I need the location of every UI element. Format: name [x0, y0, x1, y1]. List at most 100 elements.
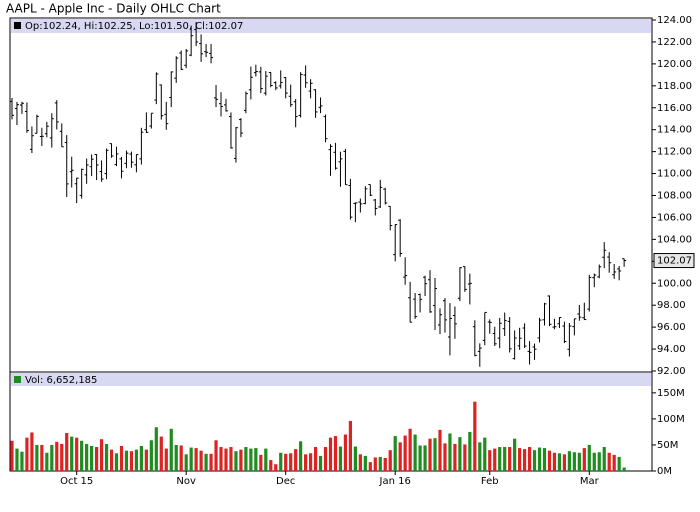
volume-bar: [189, 447, 193, 471]
volume-bar: [458, 437, 462, 471]
y-tick-label: 122.00: [657, 37, 692, 48]
y-tick-label: 92.00: [657, 366, 686, 377]
volume-bar: [274, 464, 278, 471]
volume-bar: [413, 434, 417, 471]
volume-bar: [10, 440, 14, 471]
volume-bar: [448, 433, 452, 471]
volume-bar: [612, 454, 616, 471]
volume-bar: [234, 451, 238, 471]
x-tick-label: Nov: [176, 476, 196, 487]
volume-bar: [149, 440, 153, 471]
volume-bar: [343, 434, 348, 471]
volume-bar: [119, 445, 124, 471]
volume-bar: [35, 444, 39, 471]
volume-bar: [333, 436, 338, 471]
volume-bar: [254, 448, 258, 471]
volume-bar: [353, 446, 357, 471]
volume-y-tick-label: 100M: [657, 414, 685, 425]
volume-info-bar: [11, 373, 651, 386]
volume-bar: [348, 420, 353, 471]
volume-bar: [209, 453, 213, 471]
y-tick-label: 96.00: [657, 322, 686, 333]
volume-bar: [70, 436, 74, 471]
volume-bar: [552, 452, 557, 471]
volume-bar: [104, 443, 109, 471]
volume-bar: [25, 437, 29, 471]
volume-bar: [289, 453, 293, 471]
volume-bar: [80, 440, 84, 471]
volume-bar: [179, 445, 183, 471]
volume-bar: [373, 457, 377, 471]
volume-bar: [508, 447, 512, 471]
last-value-box: [653, 253, 695, 269]
volume-bar: [438, 429, 442, 471]
volume-bar: [50, 444, 54, 471]
volume-bar: [383, 457, 387, 471]
volume-info: Vol: 6,652,185: [25, 375, 97, 386]
volume-bar: [607, 452, 611, 471]
volume-bar: [279, 452, 283, 471]
volume-bar: [199, 450, 203, 471]
volume-bar: [463, 444, 467, 471]
volume-bar: [299, 441, 303, 471]
volume-bar: [587, 444, 591, 471]
volume-bar: [318, 455, 323, 471]
volume-bar: [244, 447, 248, 471]
volume-bar: [597, 452, 601, 471]
chart-title: AAPL - Apple Inc - Daily OHLC Chart: [6, 2, 221, 16]
volume-bar: [388, 450, 392, 471]
y-tick-label: 100.00: [657, 278, 692, 289]
y-tick-label: 112.00: [657, 147, 692, 158]
volume-bar: [582, 448, 586, 471]
volume-bar: [617, 456, 621, 471]
volume-bar: [308, 453, 313, 471]
price-panel: [9, 17, 653, 373]
volume-bar: [194, 448, 198, 471]
volume-bar: [592, 452, 596, 471]
y-tick-label: 118.00: [657, 81, 692, 92]
volume-bar: [45, 452, 49, 471]
volume-y-tick-label: 50M: [657, 440, 678, 451]
volume-bar: [547, 450, 552, 471]
volume-bar: [453, 443, 457, 471]
volume-bar: [562, 454, 567, 471]
volume-bar: [249, 448, 253, 471]
price-legend-swatch: [14, 22, 21, 29]
volume-bar: [418, 445, 422, 471]
y-tick-label: 104.00: [657, 234, 692, 245]
volume-bar: [15, 448, 19, 471]
volume-bar: [284, 453, 288, 471]
x-tick-label: Jan 16: [379, 476, 411, 487]
y-tick-label: 120.00: [657, 59, 692, 70]
volume-bar: [219, 447, 223, 471]
volume-bar: [398, 442, 402, 471]
volume-bar: [428, 438, 432, 471]
volume-bar: [328, 437, 333, 471]
volume-bar: [572, 452, 576, 471]
volume-bar: [577, 452, 581, 471]
y-tick-label: 106.00: [657, 212, 692, 223]
volume-bar: [124, 450, 129, 471]
volume-bar: [269, 460, 273, 471]
x-tick-label: Oct 15: [60, 476, 93, 487]
y-tick-label: 94.00: [657, 344, 686, 355]
volume-bar: [503, 447, 507, 471]
volume-bar: [557, 453, 562, 471]
volume-bar: [622, 467, 626, 471]
volume-bar: [164, 448, 168, 471]
volume-bar: [532, 450, 537, 471]
y-tick-label: 108.00: [657, 191, 692, 202]
volume-bar: [567, 451, 571, 471]
volume-bar: [513, 438, 517, 471]
volume-bar: [159, 436, 163, 471]
volume-bar: [473, 401, 477, 471]
volume-bar: [154, 427, 158, 471]
volume-legend-swatch: [14, 376, 21, 383]
y-tick-label: 98.00: [657, 300, 686, 311]
volume-bar: [224, 448, 228, 471]
volume-bar: [522, 449, 527, 471]
volume-bar: [184, 454, 188, 471]
volume-bar: [542, 448, 547, 471]
volume-y-tick-label: 0M: [657, 466, 672, 477]
